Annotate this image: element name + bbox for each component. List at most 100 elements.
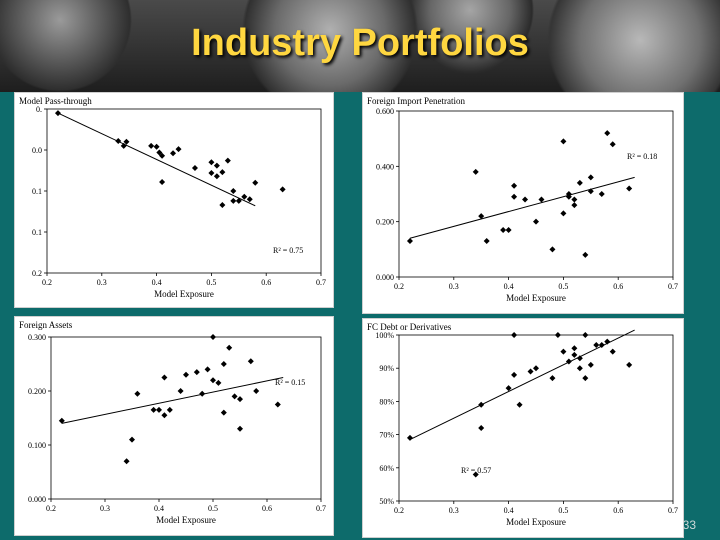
data-point <box>230 188 237 194</box>
y-tick-label: 80% <box>379 397 394 406</box>
x-tick-label: 0.4 <box>504 506 514 515</box>
data-point <box>472 471 479 478</box>
data-point <box>593 341 600 348</box>
plot-frame <box>398 334 674 502</box>
x-tick-label: 0.5 <box>558 506 568 515</box>
chart-panel-import-penetration: Foreign Import Penetration 0.000 0.200 0.40… <box>362 92 684 314</box>
x-tick-label: 0.6 <box>613 506 623 515</box>
data-point <box>215 379 222 386</box>
data-point <box>511 371 518 378</box>
y-tick-label: 0.1 <box>32 228 42 237</box>
data-point <box>571 345 578 352</box>
data-point <box>406 238 413 245</box>
y-tick-label: 0. <box>36 105 42 114</box>
x-tick-label: 0.3 <box>449 282 459 291</box>
data-point <box>587 188 594 195</box>
data-point <box>478 401 485 408</box>
data-point <box>134 390 141 397</box>
data-point <box>148 142 155 149</box>
x-tick-label: 0.4 <box>152 278 162 287</box>
data-point <box>150 406 157 413</box>
y-tick-label: 50% <box>379 497 394 506</box>
data-point <box>237 396 243 403</box>
data-point <box>199 390 206 397</box>
trend-line <box>409 329 635 441</box>
data-point <box>210 334 216 340</box>
x-tick-label: 0.2 <box>394 506 404 515</box>
data-point <box>522 196 529 203</box>
data-point <box>156 149 163 156</box>
r-squared-label: R² = 0.15 <box>275 378 305 387</box>
y-tick-label: 70% <box>379 431 394 440</box>
trend-line <box>409 176 635 239</box>
data-point <box>120 142 127 149</box>
chart-fc-debt: FC Debt or Derivatives 50% 60% 70% 80% 90% 100… <box>367 322 678 527</box>
page-number: 33 <box>682 518 696 532</box>
data-point <box>571 196 578 203</box>
data-point <box>626 185 633 192</box>
data-point <box>483 238 490 245</box>
data-point <box>224 157 231 164</box>
data-point <box>604 130 611 137</box>
x-tick-label: 0.6 <box>613 282 623 291</box>
y-tick-label: 0.2 <box>32 269 42 278</box>
x-tick-label: 0.7 <box>668 506 678 515</box>
data-point <box>252 179 259 186</box>
data-point <box>161 412 168 419</box>
trend-line <box>61 377 284 424</box>
data-point <box>123 458 130 465</box>
y-tick-label: 0.100 <box>28 441 46 450</box>
x-tick-label: 0.2 <box>46 504 56 513</box>
data-point <box>511 332 518 338</box>
x-tick-label: 0.3 <box>449 506 459 515</box>
chart-panel-fc-debt: FC Debt or Derivatives 50% 60% 70% 80% 90% 100… <box>362 318 684 538</box>
r-squared-label: R² = 0.75 <box>273 246 303 255</box>
data-point <box>129 436 135 443</box>
data-point <box>560 210 567 217</box>
x-tick-label: 0.2 <box>42 278 52 287</box>
y-tick-label: 0.1 <box>32 187 42 196</box>
data-point <box>219 169 226 176</box>
plot-frame <box>398 110 674 278</box>
data-point <box>226 344 233 351</box>
data-point <box>554 332 561 338</box>
x-tick-label: 0.4 <box>154 504 164 513</box>
x-tick-label: 0.6 <box>261 278 271 287</box>
y-tick-label: 60% <box>379 464 394 473</box>
data-point <box>208 159 215 166</box>
x-tick-label: 0.5 <box>208 504 218 513</box>
x-axis-label: Model Exposure <box>154 289 214 299</box>
data-point <box>538 196 545 203</box>
data-point <box>582 251 589 258</box>
chart-title: Foreign Import Penetration <box>367 96 465 106</box>
data-point <box>598 341 605 348</box>
data-point <box>213 162 220 169</box>
data-point <box>587 174 594 181</box>
data-point <box>166 406 173 413</box>
plot-frame <box>50 336 322 500</box>
data-point <box>609 141 616 148</box>
data-point <box>533 365 539 372</box>
y-tick-label: 0.000 <box>376 273 394 282</box>
data-point <box>175 146 182 153</box>
data-point <box>159 178 166 185</box>
slide-title: Industry Portfolios <box>191 22 529 64</box>
data-point <box>472 168 479 175</box>
coin-banner <box>0 0 720 92</box>
x-axis-label: Model Exposure <box>506 517 566 527</box>
x-axis-label: Model Exposure <box>506 293 566 303</box>
data-point <box>208 169 215 176</box>
data-point <box>220 409 227 416</box>
data-point <box>177 388 184 394</box>
y-tick-label: 0.200 <box>28 387 46 396</box>
x-tick-label: 0.7 <box>668 282 678 291</box>
data-point <box>161 374 168 381</box>
data-point <box>478 424 485 431</box>
data-point <box>565 358 572 365</box>
data-point <box>565 191 572 197</box>
r-squared-label: R² = 0.57 <box>461 466 491 475</box>
data-point <box>274 401 281 408</box>
data-point <box>560 138 567 145</box>
data-point <box>210 377 216 384</box>
